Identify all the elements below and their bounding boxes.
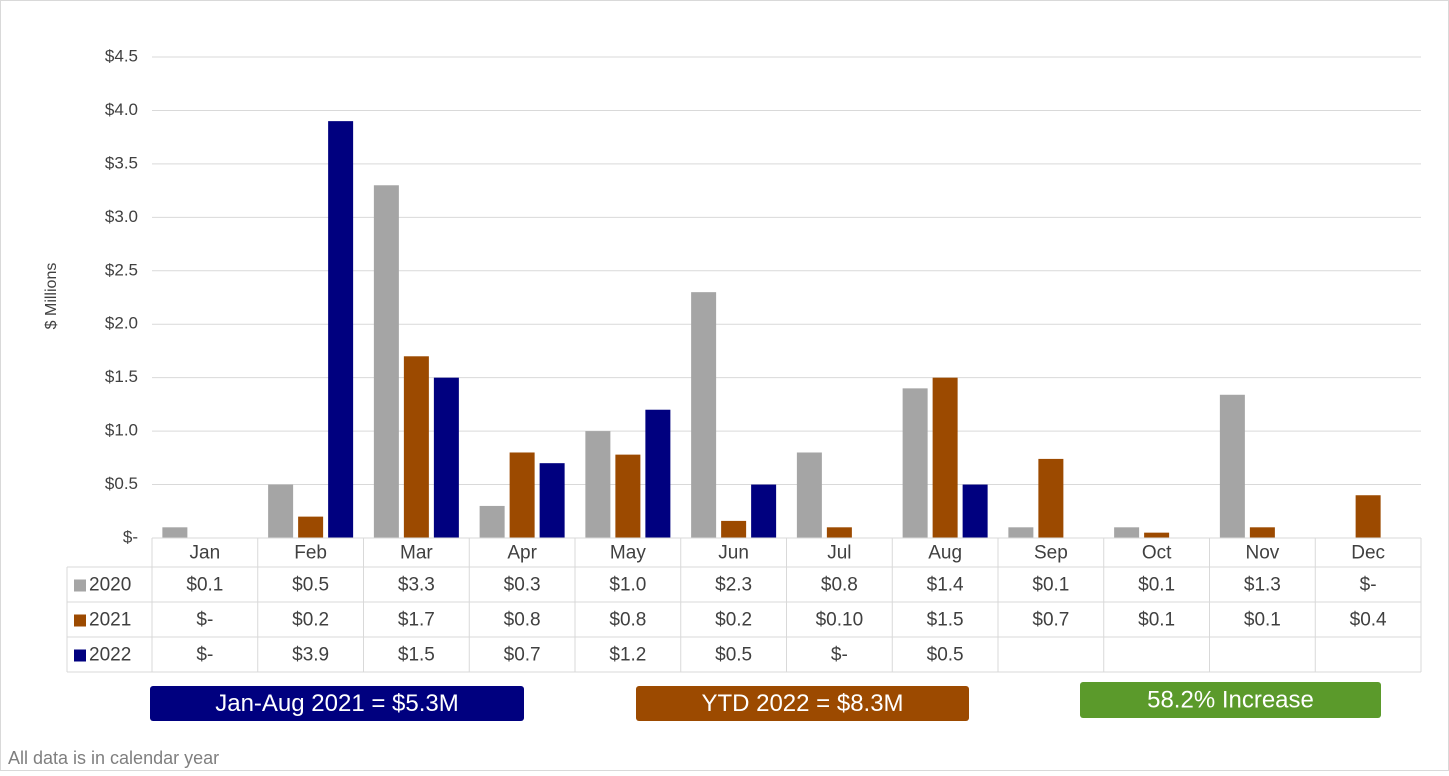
bar [1038, 458, 1064, 538]
bar [403, 356, 429, 538]
bar [932, 377, 958, 538]
table-value: $0.2 [715, 610, 752, 631]
y-tick-label: $0.5 [105, 474, 138, 493]
y-tick-label: $2.0 [105, 314, 138, 333]
annotation-text: Jan-Aug 2021 = $5.3M [215, 690, 459, 717]
bar [615, 454, 641, 538]
table-value: $0.10 [816, 610, 864, 631]
table-value: $0.1 [186, 575, 223, 596]
table-value: $0.1 [1138, 610, 1175, 631]
x-tick-label: Jun [718, 543, 749, 564]
annotation-box [1080, 682, 1381, 718]
bar [162, 527, 188, 538]
x-tick-label: Mar [400, 543, 433, 564]
table-value: $0.4 [1350, 610, 1387, 631]
legend-label: 2021 [89, 610, 131, 631]
bar [826, 527, 852, 538]
footnote: All data is in calendar year [8, 748, 219, 768]
bar [962, 484, 988, 538]
legend-swatch [74, 579, 86, 592]
bar [1114, 527, 1140, 538]
table-value: $0.1 [1032, 575, 1069, 596]
y-tick-label: $2.5 [105, 260, 138, 279]
legend-label: 2020 [89, 575, 131, 596]
bar [1144, 532, 1170, 538]
y-tick-label: $4.0 [105, 100, 138, 119]
table-value: $0.8 [504, 610, 541, 631]
table-value: $2.3 [715, 575, 752, 596]
table-value: $- [1360, 575, 1377, 596]
bar [585, 431, 611, 538]
bar [433, 377, 459, 538]
bar [721, 520, 747, 538]
annotation-text: 58.2% Increase [1147, 686, 1314, 713]
bar [1008, 527, 1034, 538]
x-tick-label: Sep [1034, 543, 1068, 564]
x-tick-label: Apr [507, 543, 537, 564]
table-value: $- [831, 645, 848, 666]
bar [796, 452, 822, 538]
y-tick-label: $4.5 [105, 46, 138, 65]
bar [373, 185, 399, 538]
table-value: $0.8 [821, 575, 858, 596]
table-value: $1.0 [609, 575, 646, 596]
annotation-box [636, 686, 969, 721]
bar [751, 484, 777, 538]
bar [1249, 527, 1275, 538]
table-value: $- [196, 610, 213, 631]
bar [1219, 394, 1245, 538]
table-value: $3.3 [398, 575, 435, 596]
table-value: $0.5 [927, 645, 964, 666]
table-value: $0.3 [504, 575, 541, 596]
bar [298, 516, 324, 538]
x-tick-label: Nov [1245, 543, 1279, 564]
bar [1355, 495, 1381, 538]
table-value: $0.5 [292, 575, 329, 596]
bar [328, 121, 354, 538]
table-value: $3.9 [292, 645, 329, 666]
table-value: $0.5 [715, 645, 752, 666]
legend-label: 2022 [89, 645, 131, 666]
table-value: $0.1 [1244, 610, 1281, 631]
x-tick-label: Feb [294, 543, 327, 564]
y-tick-label: $3.5 [105, 153, 138, 172]
table-value: $0.2 [292, 610, 329, 631]
x-tick-label: Jul [827, 543, 851, 564]
table-value: $1.4 [927, 575, 964, 596]
table-value: $0.7 [1032, 610, 1069, 631]
y-tick-label: $1.5 [105, 367, 138, 386]
y-axis-label: $ Millions [43, 263, 60, 330]
x-tick-label: May [610, 543, 646, 564]
annotation-text: YTD 2022 = $8.3M [701, 690, 903, 717]
table-value: $1.2 [609, 645, 646, 666]
bar [539, 463, 565, 538]
y-tick-label: $- [123, 527, 138, 546]
annotation-box [150, 686, 524, 721]
table-value: $1.3 [1244, 575, 1281, 596]
table-value: $0.1 [1138, 575, 1175, 596]
x-tick-label: Aug [928, 543, 962, 564]
bar [645, 409, 671, 538]
x-tick-label: Oct [1142, 543, 1172, 564]
y-tick-label: $1.0 [105, 421, 138, 440]
bar [509, 452, 535, 538]
table-value: $0.8 [609, 610, 646, 631]
y-tick-label: $3.0 [105, 207, 138, 226]
bar [479, 505, 505, 538]
x-tick-label: Jan [190, 543, 221, 564]
legend-swatch [74, 614, 86, 627]
table-value: $0.7 [504, 645, 541, 666]
bar [902, 388, 928, 538]
table-value: $- [196, 645, 213, 666]
table-value: $1.5 [927, 610, 964, 631]
table-value: $1.7 [398, 610, 435, 631]
bar [268, 484, 294, 538]
legend-swatch [74, 649, 86, 662]
table-value: $1.5 [398, 645, 435, 666]
bar [691, 292, 717, 538]
x-tick-label: Dec [1351, 543, 1385, 564]
